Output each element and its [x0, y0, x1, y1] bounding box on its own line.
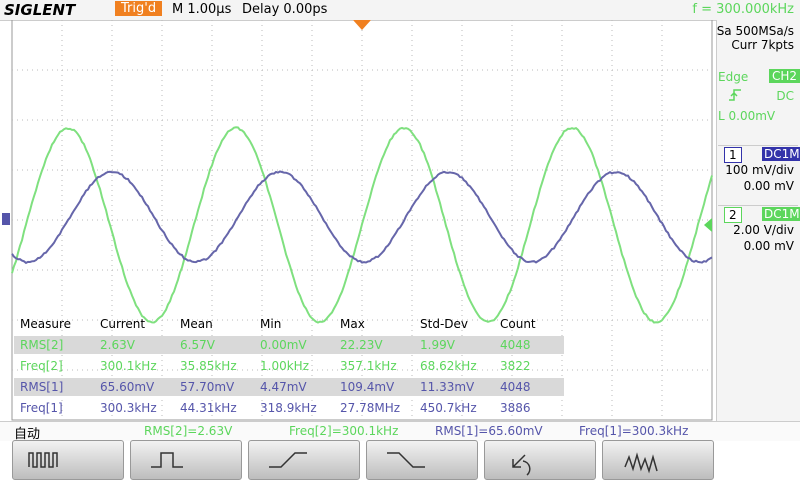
table-cell: Freq[1]	[20, 401, 63, 415]
timebase: M 1.00μs	[172, 2, 231, 17]
table-cell: 4.47mV	[260, 380, 307, 394]
channel-number[interactable]: 2	[724, 207, 742, 223]
readout: Freq[2]=300.1kHz	[289, 424, 398, 438]
table-cell: Min	[260, 317, 281, 331]
channel-scale: 100 mV/div	[725, 163, 794, 177]
table-cell: 65.60mV	[100, 380, 154, 394]
divider	[718, 205, 798, 206]
soft-button[interactable]	[130, 440, 242, 480]
table-cell: 27.78MHz	[340, 401, 400, 415]
readout: RMS[2]=2.63V	[144, 424, 232, 438]
table-cell: Current	[100, 317, 145, 331]
table-cell: 1.99V	[420, 338, 455, 352]
soft-button[interactable]	[602, 440, 714, 480]
table-cell: 1.00kHz	[260, 359, 309, 373]
divider	[718, 145, 798, 146]
table-cell: RMS[1]	[20, 380, 63, 394]
table-cell: 57.70mV	[180, 380, 234, 394]
trigger-type: Edge	[718, 70, 748, 84]
trigger-source: CH2	[769, 69, 800, 83]
button-icon	[131, 441, 241, 479]
table-cell: 450.7kHz	[420, 401, 477, 415]
brand: SIGLENT	[4, 1, 75, 19]
channel-coupling: DC1M	[762, 207, 800, 221]
trigger-level: L 0.00mV	[718, 109, 775, 123]
table-cell: 2.63V	[100, 338, 135, 352]
table-cell: 22.23V	[340, 338, 383, 352]
memory-depth: Curr 7kpts	[731, 38, 794, 52]
soft-button[interactable]	[366, 440, 478, 480]
table-cell: RMS[2]	[20, 338, 63, 352]
table-cell: 300.3kHz	[100, 401, 157, 415]
table-cell: Mean	[180, 317, 213, 331]
table-cell: Max	[340, 317, 365, 331]
table-cell: Std-Dev	[420, 317, 468, 331]
channel-offset: 0.00 mV	[744, 179, 794, 193]
channel-number[interactable]: 1	[724, 147, 742, 163]
table-cell: 35.85kHz	[180, 359, 237, 373]
channel-offset: 0.00 mV	[744, 239, 794, 253]
table-cell: 11.33mV	[420, 380, 474, 394]
soft-button[interactable]	[12, 440, 124, 480]
channel-coupling: DC1M	[762, 147, 800, 161]
readout: RMS[1]=65.60mV	[435, 424, 543, 438]
table-cell: 318.9kHz	[260, 401, 317, 415]
button-icon	[485, 441, 595, 479]
soft-button[interactable]	[484, 440, 596, 480]
table-cell: 68.62kHz	[420, 359, 477, 373]
table-cell: 109.4mV	[340, 380, 394, 394]
trigger-status: Trig'd	[115, 1, 162, 16]
table-cell: 3822	[500, 359, 531, 373]
channel-scale: 2.00 V/div	[733, 223, 794, 237]
frequency: f = 300.000kHz	[692, 2, 794, 17]
table-cell: 300.1kHz	[100, 359, 157, 373]
table-cell: 44.31kHz	[180, 401, 237, 415]
table-cell: 357.1kHz	[340, 359, 397, 373]
sample-rate: Sa 500MSa/s	[717, 24, 794, 38]
table-cell: Measure	[20, 317, 71, 331]
delay: Delay 0.00ps	[242, 2, 327, 17]
table-cell: 0.00mV	[260, 338, 307, 352]
table-cell: Count	[500, 317, 536, 331]
button-icon	[249, 441, 359, 479]
button-icon	[603, 441, 713, 479]
button-icon	[13, 441, 123, 479]
readout: Freq[1]=300.3kHz	[579, 424, 688, 438]
trigger-coupling: DC	[776, 89, 794, 103]
edge-icon	[728, 88, 742, 102]
table-cell: 6.57V	[180, 338, 215, 352]
ch1-marker	[2, 213, 10, 225]
table-cell: 4048	[500, 338, 531, 352]
button-icon	[367, 441, 477, 479]
table-cell: Freq[2]	[20, 359, 63, 373]
soft-button[interactable]	[248, 440, 360, 480]
table-cell: 4048	[500, 380, 531, 394]
table-cell: 3886	[500, 401, 531, 415]
